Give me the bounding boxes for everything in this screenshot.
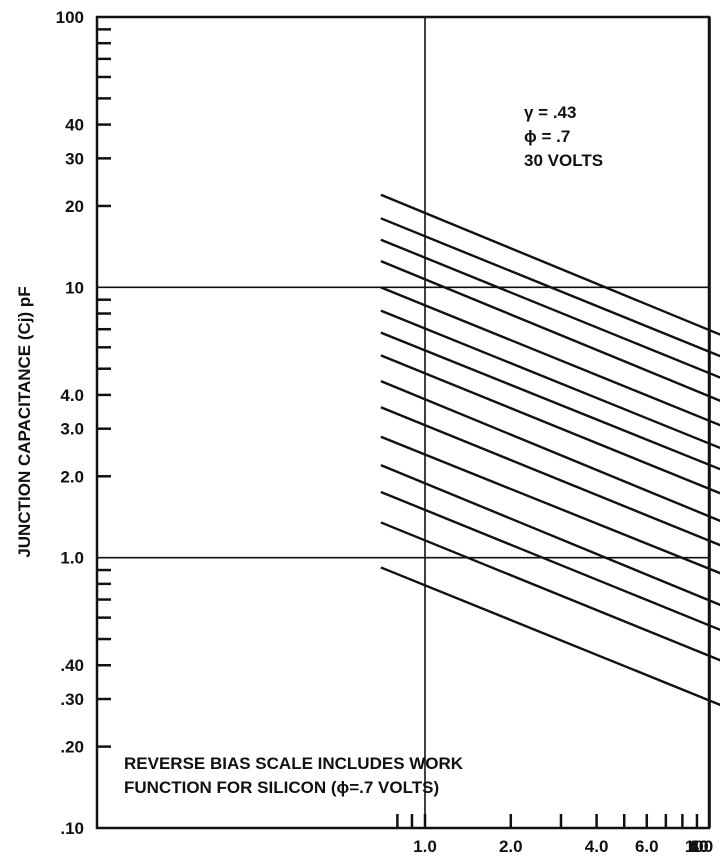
series-line <box>380 260 720 402</box>
series-line <box>380 309 720 450</box>
series-line <box>380 379 720 523</box>
series-line <box>380 286 720 427</box>
x-tick-label: 10 <box>690 837 709 856</box>
plot-frame <box>95 15 711 830</box>
y-tick-label: .20 <box>60 738 84 757</box>
y-tick-label: 40 <box>65 116 84 135</box>
phi-annotation: ϕ = .7 <box>524 127 570 146</box>
y-tick-label: 4.0 <box>60 386 84 405</box>
series-line <box>380 217 720 358</box>
note-line-2: FUNCTION FOR SILICON (ϕ=.7 VOLTS) <box>124 778 439 797</box>
series-line <box>380 435 720 575</box>
gamma-annotation: γ = .43 <box>524 103 576 122</box>
x-tick-label: 4.0 <box>585 837 609 856</box>
x-tick-label: 20 <box>690 837 709 856</box>
y-tick-label: .10 <box>60 819 84 838</box>
y-tick-label: 10 <box>65 278 84 297</box>
y-tick-label: 2.0 <box>60 467 84 486</box>
y-tick-label: 20 <box>65 197 84 216</box>
y-tick-label: .40 <box>60 656 84 675</box>
series-line <box>380 521 720 662</box>
y-tick-label: 30 <box>65 149 84 168</box>
y-tick-label: 3.0 <box>60 420 84 439</box>
note-line-1: REVERSE BIAS SCALE INCLUDES WORK <box>124 754 464 773</box>
series-lines <box>380 193 720 707</box>
series-line <box>380 193 720 336</box>
grid <box>97 17 711 828</box>
voltage-annotation: 30 VOLTS <box>524 151 603 170</box>
ticks <box>97 28 699 828</box>
x-tick-label: 100 <box>685 837 713 856</box>
y-tick-label: .30 <box>60 690 84 709</box>
series-line <box>380 354 720 495</box>
y-tick-label: 1.0 <box>60 549 84 568</box>
x-tick-label: 2.0 <box>499 837 523 856</box>
x-tick-label: 6.0 <box>635 837 659 856</box>
y-tick-label: 100 <box>56 8 84 27</box>
series-line <box>380 566 720 707</box>
series-line <box>380 406 720 547</box>
y-axis-label: JUNCTION CAPACITANCE (Cj) pF <box>15 286 34 557</box>
series-line <box>380 490 720 632</box>
series-line <box>380 331 720 471</box>
x-tick-label: 60 <box>690 837 709 856</box>
x-tick-label: 1.0 <box>413 837 437 856</box>
series-line <box>380 238 720 379</box>
series-line <box>380 463 720 607</box>
x-tick-label: 40 <box>690 837 709 856</box>
